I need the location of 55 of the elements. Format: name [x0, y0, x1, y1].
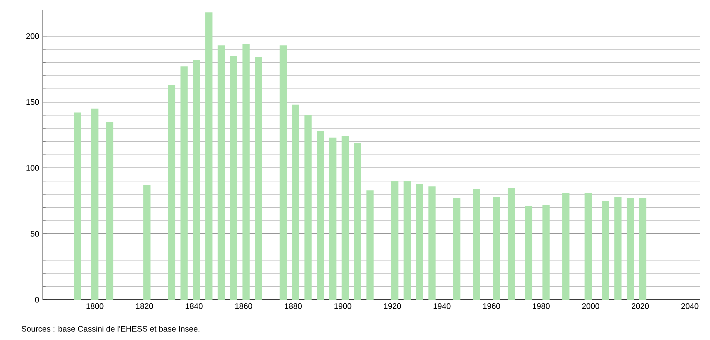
- bar: [342, 136, 350, 300]
- x-tick-label: 1940: [434, 304, 451, 310]
- bar: [168, 85, 176, 300]
- bar: [391, 181, 399, 300]
- bar: [280, 46, 288, 300]
- y-tick-label: 150: [26, 99, 40, 106]
- bar: [473, 189, 480, 300]
- bar: [74, 112, 82, 300]
- bar: [602, 201, 610, 300]
- x-tick-label: 2040: [682, 304, 699, 310]
- bar: [193, 60, 200, 300]
- bar: [106, 122, 114, 300]
- bar: [206, 12, 213, 300]
- bar: [562, 193, 570, 300]
- bar: [218, 46, 226, 300]
- x-tick-label: 2000: [582, 304, 600, 310]
- bar: [366, 190, 374, 300]
- bar: [180, 66, 188, 300]
- bar: [317, 131, 324, 300]
- x-tick-label: 1900: [334, 304, 352, 310]
- bar: [614, 197, 622, 300]
- bar: [230, 56, 238, 300]
- y-tick-label: 200: [26, 34, 40, 40]
- bar: [292, 104, 300, 300]
- bar: [91, 108, 99, 300]
- bar: [493, 197, 500, 300]
- x-tick-label: 1880: [285, 304, 302, 310]
- x-tick-label: 1920: [384, 304, 402, 310]
- x-tick-label: 1980: [533, 304, 550, 310]
- bar: [508, 188, 516, 300]
- bar: [453, 198, 461, 300]
- x-tick-label: 1800: [86, 304, 104, 310]
- bar: [542, 205, 550, 300]
- x-tick-label: 1820: [136, 304, 154, 310]
- bar: [242, 44, 250, 300]
- bar: [144, 185, 151, 300]
- bar: [354, 143, 362, 300]
- bar: [626, 198, 634, 300]
- bar: [639, 198, 647, 300]
- y-tick-label: 100: [26, 165, 40, 172]
- bar: [255, 57, 262, 300]
- bar: [304, 115, 312, 300]
- bar: [404, 181, 412, 300]
- y-tick-label: 50: [30, 231, 40, 237]
- bar: [329, 138, 337, 300]
- bar: [416, 184, 424, 300]
- x-tick-label: 1960: [483, 304, 500, 310]
- bar: [525, 206, 533, 300]
- source-note: Sources : base Cassini de l'EHESS et base Insee.: [22, 326, 200, 332]
- bar: [428, 186, 436, 300]
- x-tick-label: 1840: [186, 304, 203, 310]
- x-tick-label: 2020: [632, 304, 650, 310]
- x-tick-label: 1860: [236, 304, 252, 310]
- y-tick-label: 0: [35, 297, 40, 303]
- bar: [584, 193, 592, 300]
